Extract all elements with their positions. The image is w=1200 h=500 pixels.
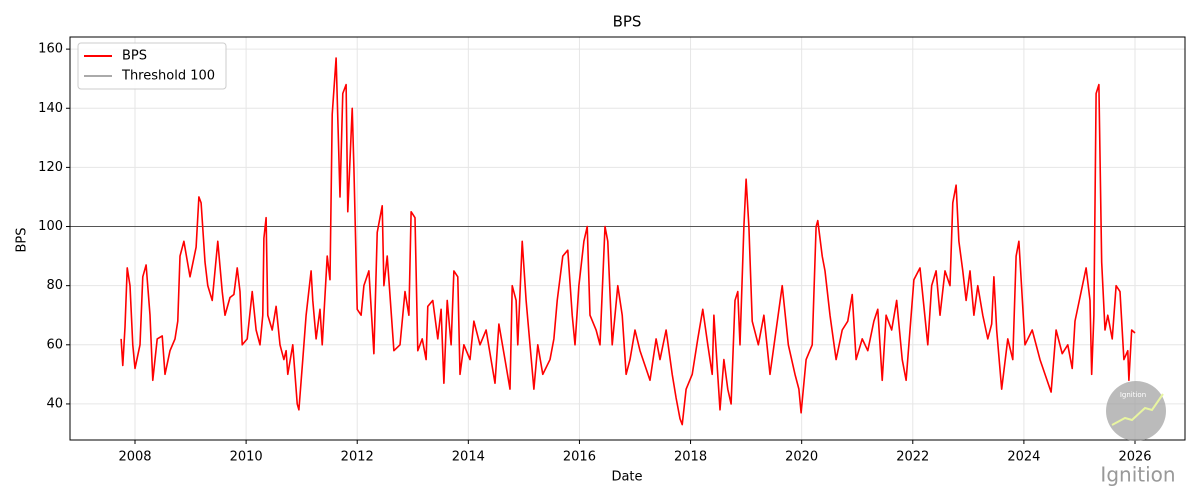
legend-label: BPS bbox=[122, 49, 147, 64]
x-tick-label: 2014 bbox=[452, 450, 485, 465]
watermark: Ignition bbox=[1100, 463, 1175, 487]
y-tick-label: 40 bbox=[46, 396, 63, 411]
x-tick-label: 2020 bbox=[785, 450, 818, 465]
x-axis-label: Date bbox=[611, 470, 642, 485]
watermark-logo-line bbox=[1111, 393, 1164, 426]
x-tick-label: 2010 bbox=[230, 450, 263, 465]
x-tick-label: 2012 bbox=[341, 450, 374, 465]
plot-frame bbox=[69, 36, 1186, 441]
y-tick-label: 80 bbox=[46, 278, 63, 293]
y-tick-label: 60 bbox=[46, 337, 63, 352]
watermark-logo bbox=[1106, 381, 1166, 441]
data-line bbox=[120, 57, 1136, 426]
chart-title: BPS bbox=[613, 13, 642, 31]
x-tick-label: 2026 bbox=[1118, 450, 1151, 465]
x-tick-label: 2022 bbox=[896, 450, 929, 465]
y-tick-label: 160 bbox=[38, 42, 63, 57]
watermark-logo-text: Ignition bbox=[1120, 391, 1146, 399]
y-axis-label: BPS bbox=[15, 227, 30, 252]
legend-label: Threshold 100 bbox=[121, 69, 215, 84]
y-tick-label: 100 bbox=[38, 219, 63, 234]
x-tick-label: 2016 bbox=[563, 450, 596, 465]
x-tick-label: 2008 bbox=[118, 450, 151, 465]
y-tick-label: 140 bbox=[38, 101, 63, 116]
x-tick-label: 2024 bbox=[1007, 450, 1040, 465]
legend-box bbox=[77, 42, 227, 90]
y-tick-label: 120 bbox=[38, 160, 63, 175]
x-tick-label: 2018 bbox=[674, 450, 707, 465]
